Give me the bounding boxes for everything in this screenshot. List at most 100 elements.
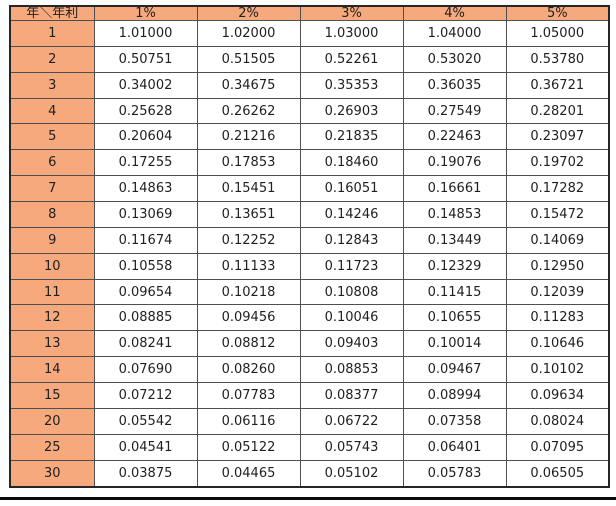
table-row: 1 1.01000 1.02000 1.03000 1.04000 1.05000 bbox=[9, 20, 610, 47]
value-cell: 0.08260 bbox=[196, 356, 301, 384]
value-cell: 0.08241 bbox=[93, 330, 198, 358]
value-cell: 0.26262 bbox=[196, 97, 301, 125]
value-cell: 0.07095 bbox=[505, 433, 610, 461]
row-header-cell: 10 bbox=[9, 252, 95, 280]
value-cell: 0.10218 bbox=[196, 278, 301, 306]
column-header-cell: 1% bbox=[93, 5, 198, 21]
row-header-cell: 4 bbox=[9, 97, 95, 125]
value-cell: 0.06401 bbox=[402, 433, 507, 461]
value-cell: 0.27549 bbox=[402, 97, 507, 125]
row-header-cell: 5 bbox=[9, 123, 95, 151]
value-cell: 0.13651 bbox=[196, 201, 301, 228]
table-row: 7 0.14863 0.15451 0.16051 0.16661 0.17282 bbox=[9, 175, 610, 203]
table-row: 6 0.17255 0.17853 0.18460 0.19076 0.19702 bbox=[9, 149, 610, 177]
value-cell: 0.09403 bbox=[299, 330, 404, 358]
value-cell: 0.10102 bbox=[505, 356, 610, 384]
value-cell: 0.05743 bbox=[299, 433, 404, 461]
value-cell: 0.05542 bbox=[93, 407, 198, 435]
row-header-cell: 15 bbox=[9, 382, 95, 409]
table-row: 9 0.11674 0.12252 0.12843 0.13449 0.14069 bbox=[9, 226, 610, 254]
value-cell: 0.12329 bbox=[402, 252, 507, 280]
value-cell: 0.03875 bbox=[93, 459, 198, 488]
value-cell: 0.11674 bbox=[93, 226, 198, 254]
value-cell: 0.08024 bbox=[505, 407, 610, 435]
value-cell: 0.23097 bbox=[505, 123, 610, 151]
value-cell: 0.07690 bbox=[93, 356, 198, 384]
row-header-cell: 30 bbox=[9, 459, 95, 488]
column-header-cell: 2% bbox=[196, 5, 301, 21]
value-cell: 0.18460 bbox=[299, 149, 404, 177]
value-cell: 0.13069 bbox=[93, 201, 198, 228]
value-cell: 0.53020 bbox=[402, 45, 507, 73]
value-cell: 1.04000 bbox=[402, 20, 507, 47]
row-header-cell: 7 bbox=[9, 175, 95, 203]
value-cell: 1.05000 bbox=[505, 20, 610, 47]
value-cell: 0.12950 bbox=[505, 252, 610, 280]
table-row: 11 0.09654 0.10218 0.10808 0.11415 0.12039 bbox=[9, 278, 610, 306]
value-cell: 0.17282 bbox=[505, 175, 610, 203]
table-row: 20 0.05542 0.06116 0.06722 0.07358 0.08024 bbox=[9, 407, 610, 435]
row-header-cell: 6 bbox=[9, 149, 95, 177]
value-cell: 0.13449 bbox=[402, 226, 507, 254]
value-cell: 0.26903 bbox=[299, 97, 404, 125]
value-cell: 0.34002 bbox=[93, 71, 198, 99]
table-row: 30 0.03875 0.04465 0.05102 0.05783 0.06505 bbox=[9, 459, 610, 488]
interest-rate-table: 年＼年利 1% 2% 3% 4% 5% 1 1.01000 1.02000 1.03000 1.0… bbox=[9, 5, 610, 488]
value-cell: 0.04465 bbox=[196, 459, 301, 488]
value-cell: 0.11133 bbox=[196, 252, 301, 280]
column-header-cell: 4% bbox=[402, 5, 507, 21]
value-cell: 0.10655 bbox=[402, 304, 507, 332]
bottom-horizontal-rule bbox=[0, 497, 616, 500]
rate-table-container: 年＼年利 1% 2% 3% 4% 5% 1 1.01000 1.02000 1.03000 1.0… bbox=[9, 5, 610, 488]
value-cell: 0.09467 bbox=[402, 356, 507, 384]
table-row: 10 0.10558 0.11133 0.11723 0.12329 0.12950 bbox=[9, 252, 610, 280]
value-cell: 0.35353 bbox=[299, 71, 404, 99]
header-row: 年＼年利 1% 2% 3% 4% 5% bbox=[9, 5, 610, 21]
value-cell: 0.10014 bbox=[402, 330, 507, 358]
value-cell: 0.07212 bbox=[93, 382, 198, 409]
column-header-cell: 5% bbox=[505, 5, 610, 21]
value-cell: 0.10558 bbox=[93, 252, 198, 280]
value-cell: 0.06116 bbox=[196, 407, 301, 435]
value-cell: 0.22463 bbox=[402, 123, 507, 151]
row-header-cell: 8 bbox=[9, 201, 95, 228]
value-cell: 0.14069 bbox=[505, 226, 610, 254]
value-cell: 0.11415 bbox=[402, 278, 507, 306]
value-cell: 0.05122 bbox=[196, 433, 301, 461]
value-cell: 0.14853 bbox=[402, 201, 507, 228]
value-cell: 0.12252 bbox=[196, 226, 301, 254]
row-header-cell: 11 bbox=[9, 278, 95, 306]
value-cell: 0.16661 bbox=[402, 175, 507, 203]
table-row: 3 0.34002 0.34675 0.35353 0.36035 0.36721 bbox=[9, 71, 610, 99]
value-cell: 0.12039 bbox=[505, 278, 610, 306]
value-cell: 0.08885 bbox=[93, 304, 198, 332]
row-header-cell: 9 bbox=[9, 226, 95, 254]
value-cell: 0.07358 bbox=[402, 407, 507, 435]
value-cell: 0.08812 bbox=[196, 330, 301, 358]
row-header-cell: 20 bbox=[9, 407, 95, 435]
value-cell: 1.02000 bbox=[196, 20, 301, 47]
table-row: 5 0.20604 0.21216 0.21835 0.22463 0.23097 bbox=[9, 123, 610, 151]
value-cell: 0.11723 bbox=[299, 252, 404, 280]
table-row: 2 0.50751 0.51505 0.52261 0.53020 0.53780 bbox=[9, 45, 610, 73]
value-cell: 0.06722 bbox=[299, 407, 404, 435]
value-cell: 0.20604 bbox=[93, 123, 198, 151]
value-cell: 0.09654 bbox=[93, 278, 198, 306]
value-cell: 0.05102 bbox=[299, 459, 404, 488]
value-cell: 0.12843 bbox=[299, 226, 404, 254]
value-cell: 0.21835 bbox=[299, 123, 404, 151]
value-cell: 0.08994 bbox=[402, 382, 507, 409]
value-cell: 0.06505 bbox=[505, 459, 610, 488]
value-cell: 1.01000 bbox=[93, 20, 198, 47]
value-cell: 0.08853 bbox=[299, 356, 404, 384]
table-row: 8 0.13069 0.13651 0.14246 0.14853 0.15472 bbox=[9, 201, 610, 228]
value-cell: 0.04541 bbox=[93, 433, 198, 461]
value-cell: 0.36721 bbox=[505, 71, 610, 99]
row-header-cell: 14 bbox=[9, 356, 95, 384]
value-cell: 0.14863 bbox=[93, 175, 198, 203]
table-row: 13 0.08241 0.08812 0.09403 0.10014 0.10646 bbox=[9, 330, 610, 358]
value-cell: 0.34675 bbox=[196, 71, 301, 99]
table-row: 25 0.04541 0.05122 0.05743 0.06401 0.07095 bbox=[9, 433, 610, 461]
value-cell: 0.28201 bbox=[505, 97, 610, 125]
value-cell: 0.09456 bbox=[196, 304, 301, 332]
